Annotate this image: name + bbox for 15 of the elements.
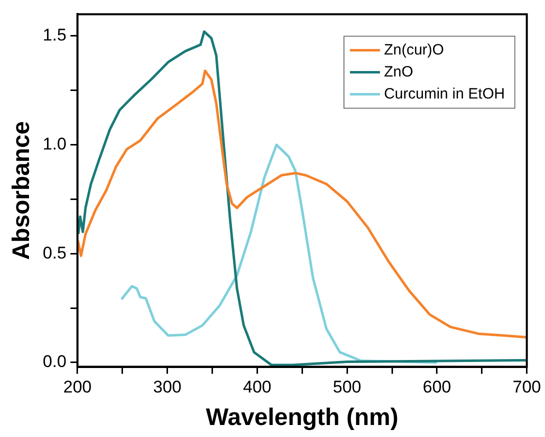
y-tick-label: 0.5 [42,243,66,262]
legend-label: ZnO [384,63,414,80]
y-tick-label: 1.5 [42,26,66,45]
y-tick-label: 1.0 [42,134,66,154]
legend-label: Zn(cur)O [384,41,444,58]
x-tick-label: 700 [512,378,542,397]
x-tick-label: 600 [422,378,452,397]
x-axis-title: Wavelength (nm) [206,404,398,432]
x-tick-label: 200 [63,378,92,397]
x-tick-label: 500 [332,378,362,397]
y-tick-label: 0.0 [42,352,66,372]
x-tick-label: 400 [243,378,272,397]
x-tick-label: 300 [153,378,182,397]
legend-label: Curcumin in EtOH [384,85,505,102]
y-axis-title: Absorbance [8,121,36,260]
